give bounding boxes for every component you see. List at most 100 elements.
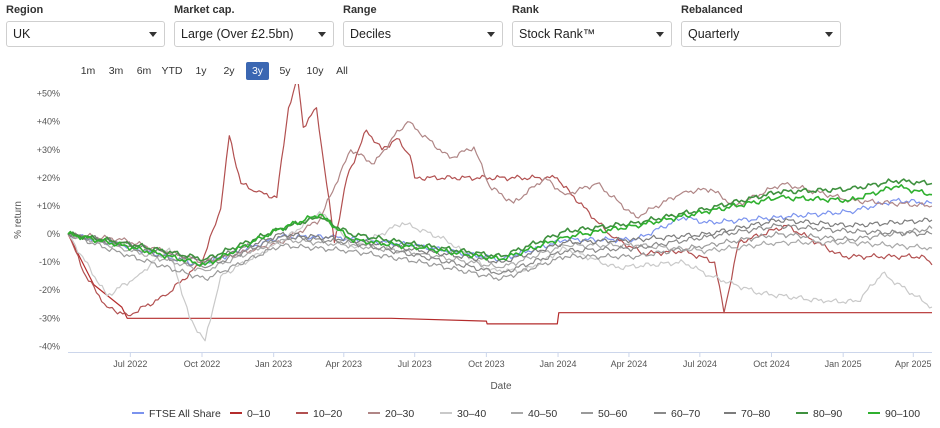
rebalanced-select[interactable]: Quarterly xyxy=(681,21,841,47)
range-button-ytd[interactable]: YTD xyxy=(161,65,183,77)
x-axis-label: Date xyxy=(490,381,512,392)
y-tick-label: -10% xyxy=(39,257,60,267)
legend-item-30-40[interactable]: 30–40 xyxy=(440,405,486,423)
x-tick-label: Jan 2023 xyxy=(255,359,292,369)
series-line-0-10[interactable] xyxy=(67,233,932,325)
y-axis-label: % return xyxy=(13,201,24,239)
y-axis: +50% +40% +30% +20% +10% 0% -10% -20% -30% -40% xyxy=(37,89,60,352)
x-tick-label: Apr 2025 xyxy=(895,359,932,369)
series-line-60-70[interactable] xyxy=(67,223,933,275)
legend-label: FTSE All Share xyxy=(149,408,221,420)
series-line-70-80[interactable] xyxy=(67,217,933,265)
legend-item-50-60[interactable]: 50–60 xyxy=(581,405,627,423)
legend-swatch xyxy=(230,412,242,415)
market-cap-select-value: Large (Over £2.5bn) xyxy=(181,27,294,41)
legend-swatch xyxy=(440,412,452,415)
x-tick-label: Jan 2024 xyxy=(540,359,577,369)
x-tick-label: Jan 2025 xyxy=(825,359,862,369)
series-line-90-100[interactable] xyxy=(67,184,933,267)
chevron-down-icon xyxy=(825,32,833,37)
filter-bar: Region UK Market cap. Large (Over £2.5bn… xyxy=(0,0,940,50)
region-select[interactable]: UK xyxy=(6,21,165,47)
legend-item-10-20[interactable]: 10–20 xyxy=(296,405,342,423)
x-tick-label: Apr 2023 xyxy=(326,359,363,369)
x-tick-label: Jul 2023 xyxy=(398,359,432,369)
chart-legend: FTSE All Share 0–10 10–20 20–30 30–40 40–50 50… xyxy=(0,405,940,423)
legend-label: 90–100 xyxy=(885,408,921,420)
range-button-6m[interactable]: 6m xyxy=(136,65,152,77)
y-tick-label: +20% xyxy=(37,173,60,183)
legend-label: 70–80 xyxy=(741,408,771,420)
legend-item-20-30[interactable]: 20–30 xyxy=(368,405,414,423)
rebalanced-select-value: Quarterly xyxy=(688,27,740,41)
series-lines xyxy=(67,84,933,342)
legend-label: 50–60 xyxy=(598,408,628,420)
legend-swatch xyxy=(796,412,808,415)
legend-item-90-100[interactable]: 90–100 xyxy=(868,405,920,423)
legend-swatch xyxy=(368,412,380,415)
legend-label: 40–50 xyxy=(528,408,558,420)
series-line-10-20[interactable] xyxy=(67,84,933,317)
legend-label: 80–90 xyxy=(813,408,843,420)
filter-label-range: Range xyxy=(343,4,377,16)
y-tick-label: +40% xyxy=(37,117,60,127)
range-button-2y[interactable]: 2y xyxy=(223,65,235,77)
chevron-down-icon xyxy=(318,32,326,37)
x-axis: Jul 2022 Oct 2022 Jan 2023 Apr 2023 Jul 2023… xyxy=(68,352,932,369)
legend-label: 60–70 xyxy=(671,408,701,420)
range-button-all[interactable]: All xyxy=(336,65,348,77)
y-tick-label: -20% xyxy=(39,285,60,295)
series-line-30-40[interactable] xyxy=(67,211,933,342)
market-cap-select[interactable]: Large (Over £2.5bn) xyxy=(174,21,334,47)
y-tick-label: 0% xyxy=(47,229,60,239)
legend-swatch xyxy=(511,412,523,415)
legend-item-0-10[interactable]: 0–10 xyxy=(230,405,270,423)
legend-item-40-50[interactable]: 40–50 xyxy=(511,405,557,423)
region-select-value: UK xyxy=(13,27,31,41)
legend-swatch xyxy=(868,412,880,415)
x-tick-label: Apr 2024 xyxy=(611,359,648,369)
filter-label-region: Region xyxy=(6,4,44,16)
x-tick-label: Oct 2024 xyxy=(753,359,790,369)
range-select-value: Deciles xyxy=(350,27,391,41)
range-button-1m[interactable]: 1m xyxy=(80,65,96,77)
filter-label-rebalanced: Rebalanced xyxy=(681,4,743,16)
rank-select-value: Stock Rank™ xyxy=(519,27,596,41)
chevron-down-icon xyxy=(656,32,664,37)
series-line-40-50[interactable] xyxy=(67,233,933,272)
legend-label: 0–10 xyxy=(247,408,271,420)
range-select[interactable]: Deciles xyxy=(343,21,503,47)
range-button-3y[interactable]: 3y xyxy=(246,62,269,80)
series-line-20-30[interactable] xyxy=(67,121,933,264)
legend-item-60-70[interactable]: 60–70 xyxy=(654,405,700,423)
legend-item-70-80[interactable]: 70–80 xyxy=(724,405,770,423)
filter-range: Range Deciles xyxy=(343,4,503,47)
legend-item-80-90[interactable]: 80–90 xyxy=(796,405,842,423)
range-button-1y[interactable]: 1y xyxy=(195,65,207,77)
filter-label-market-cap: Market cap. xyxy=(174,4,235,16)
legend-label: 30–40 xyxy=(457,408,487,420)
filter-rebalanced: Rebalanced Quarterly xyxy=(681,4,841,47)
y-tick-label: -30% xyxy=(39,313,60,323)
range-button-3m[interactable]: 3m xyxy=(108,65,124,77)
legend-item-FTSE All Share[interactable]: FTSE All Share xyxy=(132,405,221,423)
x-tick-label: Jul 2022 xyxy=(113,359,147,369)
x-tick-label: Oct 2022 xyxy=(184,359,221,369)
series-line-50-60[interactable] xyxy=(67,225,933,281)
x-tick-label: Jul 2024 xyxy=(683,359,717,369)
filter-region: Region UK xyxy=(6,4,165,47)
chevron-down-icon xyxy=(487,32,495,37)
filter-rank: Rank Stock Rank™ xyxy=(512,4,672,47)
legend-swatch xyxy=(296,412,308,415)
filter-label-rank: Rank xyxy=(512,4,539,16)
filter-market-cap: Market cap. Large (Over £2.5bn) xyxy=(174,4,334,47)
legend-swatch xyxy=(654,412,666,415)
y-tick-label: +50% xyxy=(37,89,60,99)
legend-label: 10–20 xyxy=(313,408,343,420)
range-button-10y[interactable]: 10y xyxy=(306,65,324,77)
legend-label: 20–30 xyxy=(385,408,415,420)
series-line-80-90[interactable] xyxy=(67,178,933,262)
rank-select[interactable]: Stock Rank™ xyxy=(512,21,672,47)
x-tick-label: Oct 2023 xyxy=(468,359,505,369)
range-button-5y[interactable]: 5y xyxy=(279,65,291,77)
